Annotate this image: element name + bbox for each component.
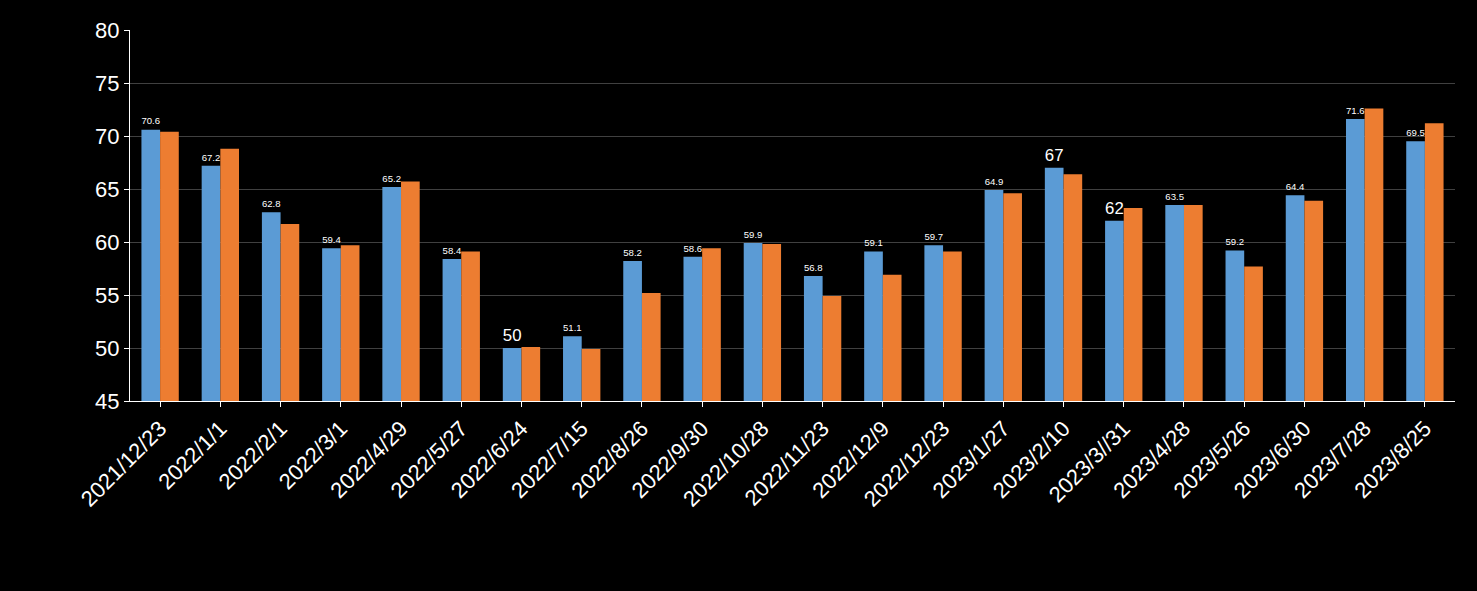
svg-text:71.6: 71.6 [1346,105,1365,116]
svg-text:58.2: 58.2 [623,247,642,258]
svg-text:2022/3/1: 2022/3/1 [274,416,352,494]
svg-text:59.2: 59.2 [1226,236,1245,247]
svg-text:56.8: 56.8 [804,262,823,273]
svg-text:75: 75 [95,71,119,96]
svg-text:2022/4/29: 2022/4/29 [325,416,412,503]
svg-text:63.5: 63.5 [1165,191,1184,202]
svg-text:80: 80 [95,18,119,43]
svg-text:2023/6/30: 2023/6/30 [1229,416,1316,503]
svg-text:69.5: 69.5 [1406,127,1425,138]
svg-text:2022/8/26: 2022/8/26 [566,416,653,503]
svg-text:2022/2/1: 2022/2/1 [214,416,292,494]
svg-text:2023/5/26: 2023/5/26 [1169,416,1256,503]
svg-text:70: 70 [95,124,119,149]
svg-text:62: 62 [1105,199,1124,218]
svg-text:67: 67 [1045,146,1064,165]
svg-text:2022/9/30: 2022/9/30 [627,416,714,503]
svg-text:2023/2/10: 2023/2/10 [988,416,1075,503]
svg-text:2022/12/23: 2022/12/23 [859,416,955,512]
svg-text:59.4: 59.4 [322,234,341,245]
svg-text:2023/8/25: 2023/8/25 [1349,416,1436,503]
svg-text:55: 55 [95,283,119,308]
svg-text:65.2: 65.2 [382,173,401,184]
svg-text:2023/3//31: 2023/3//31 [1044,416,1135,507]
svg-text:59.7: 59.7 [924,231,943,242]
svg-text:45: 45 [95,389,119,414]
svg-text:60: 60 [95,230,119,255]
svg-text:2022/6/24: 2022/6/24 [446,416,533,503]
svg-text:65: 65 [95,177,119,202]
svg-text:58.4: 58.4 [443,245,462,256]
svg-text:64.4: 64.4 [1286,181,1305,192]
svg-text:62.8: 62.8 [262,198,281,209]
svg-text:64.9: 64.9 [985,176,1004,187]
svg-text:70.6: 70.6 [141,115,160,126]
svg-text:2023/1/27: 2023/1/27 [928,416,1015,503]
svg-text:67.2: 67.2 [202,152,221,163]
svg-text:59.9: 59.9 [744,229,763,240]
svg-text:2022/12/9: 2022/12/9 [807,416,894,503]
svg-text:2022/1/1: 2022/1/1 [153,416,231,494]
svg-text:2022/10/28: 2022/10/28 [678,416,774,512]
svg-text:50: 50 [503,326,522,345]
svg-text:58.6: 58.6 [683,243,702,254]
svg-text:2023/4/28: 2023/4/28 [1108,416,1195,503]
svg-text:59.1: 59.1 [864,237,883,248]
svg-text:50: 50 [95,336,119,361]
svg-text:2022/11/23: 2022/11/23 [740,416,834,510]
svg-text:2022/7/15: 2022/7/15 [506,416,593,503]
svg-text:2022/5/27: 2022/5/27 [386,416,473,503]
svg-text:2021/12/23: 2021/12/23 [76,416,172,512]
svg-text:51.1: 51.1 [563,322,582,333]
svg-text:2023/7/28: 2023/7/28 [1289,416,1376,503]
